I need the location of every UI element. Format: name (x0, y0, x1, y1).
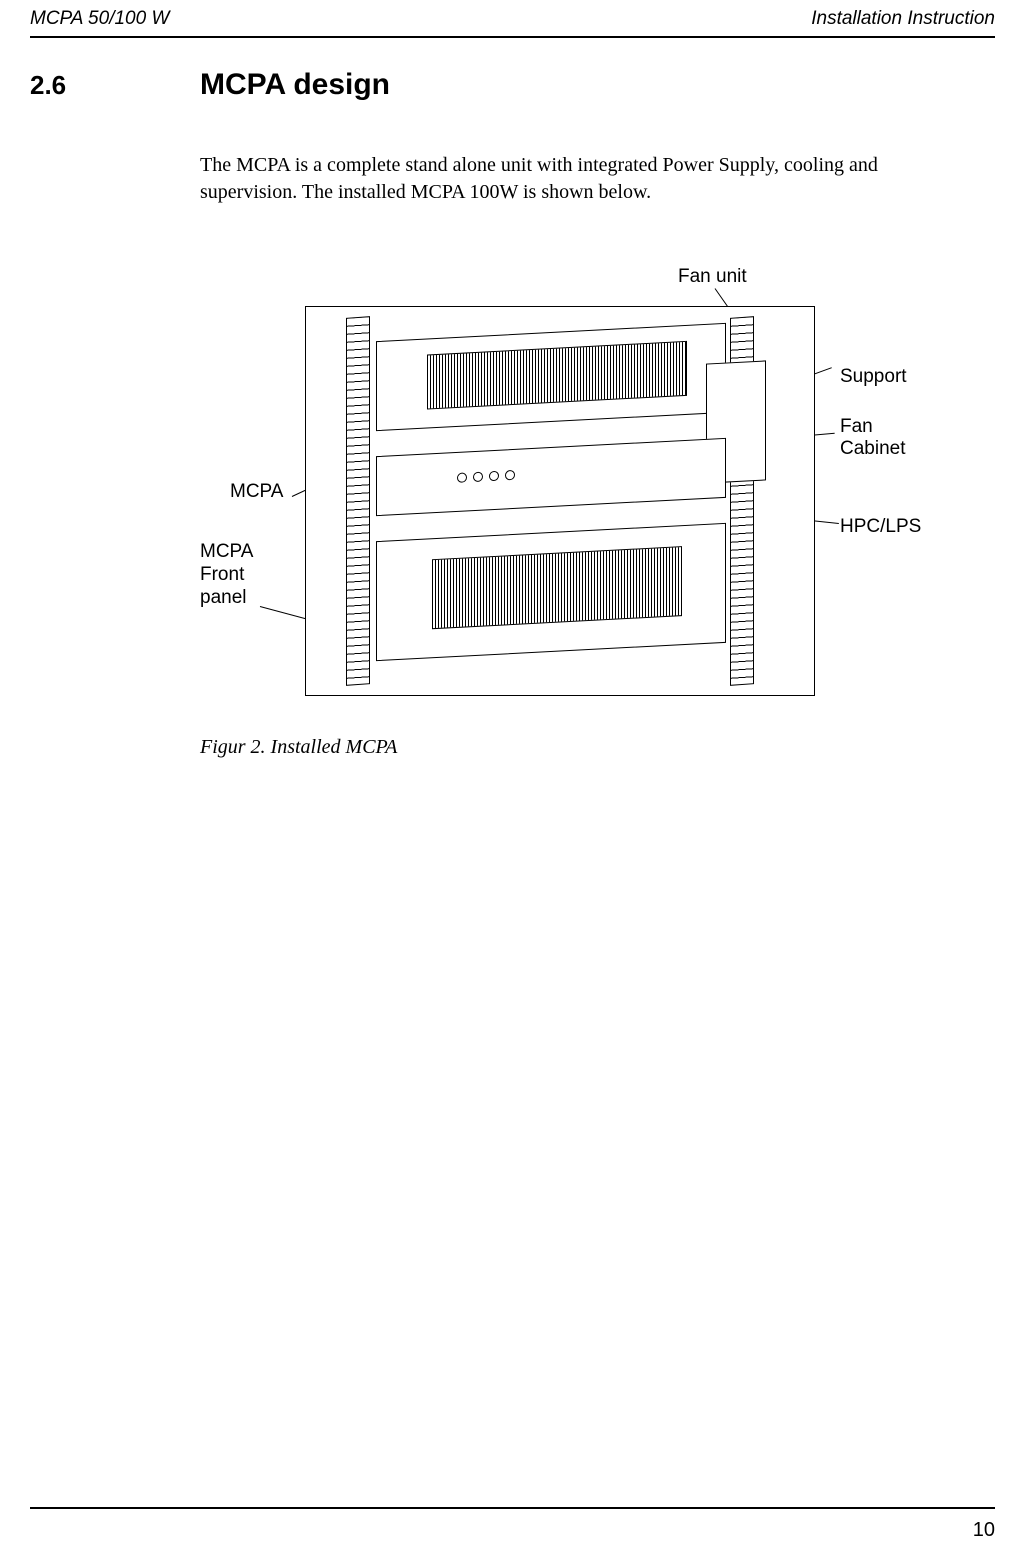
middle-unit-knobs (457, 470, 515, 483)
content-area: 2.6 MCPA design The MCPA is a complete s… (0, 38, 1025, 759)
rack-middle-unit (376, 438, 726, 516)
footer-rule (30, 1507, 995, 1509)
figure-caption: Figur 2. Installed MCPA (200, 736, 995, 759)
body-paragraph: The MCPA is a complete stand alone unit … (200, 152, 880, 206)
page-header: MCPA 50/100 W Installation Instruction (0, 0, 1025, 36)
knob-icon (457, 472, 467, 483)
page-number: 10 (30, 1519, 995, 1542)
label-support: Support (840, 366, 907, 388)
header-right: Installation Instruction (811, 8, 995, 30)
figure-area: Fan unit Support Fan Cabinet HPC/LPS MCP… (200, 266, 960, 716)
section-header: 2.6 MCPA design (30, 68, 995, 102)
label-fan-cabinet-l2: Cabinet (840, 438, 906, 460)
top-unit-vents (427, 341, 687, 410)
label-mcpa-front-l2: Front (200, 564, 244, 586)
label-mcpa-front-l1: MCPA (200, 541, 253, 563)
section-title: MCPA design (200, 68, 390, 102)
label-hpc-lps: HPC/LPS (840, 516, 921, 538)
rack-bottom-unit (376, 523, 726, 661)
label-mcpa-front-l3: panel (200, 587, 247, 609)
rack-rail-left (346, 316, 370, 686)
technical-drawing (305, 306, 815, 696)
knob-icon (473, 472, 483, 483)
rack-top-unit (376, 323, 726, 431)
page-footer: 10 (30, 1507, 995, 1542)
bottom-unit-vents (432, 546, 682, 629)
label-fan-unit: Fan unit (678, 266, 747, 288)
label-mcpa: MCPA (230, 481, 283, 503)
knob-icon (505, 470, 515, 481)
section-number: 2.6 (30, 70, 200, 101)
knob-icon (489, 471, 499, 482)
label-fan-cabinet-l1: Fan (840, 416, 873, 438)
header-left: MCPA 50/100 W (30, 8, 169, 30)
